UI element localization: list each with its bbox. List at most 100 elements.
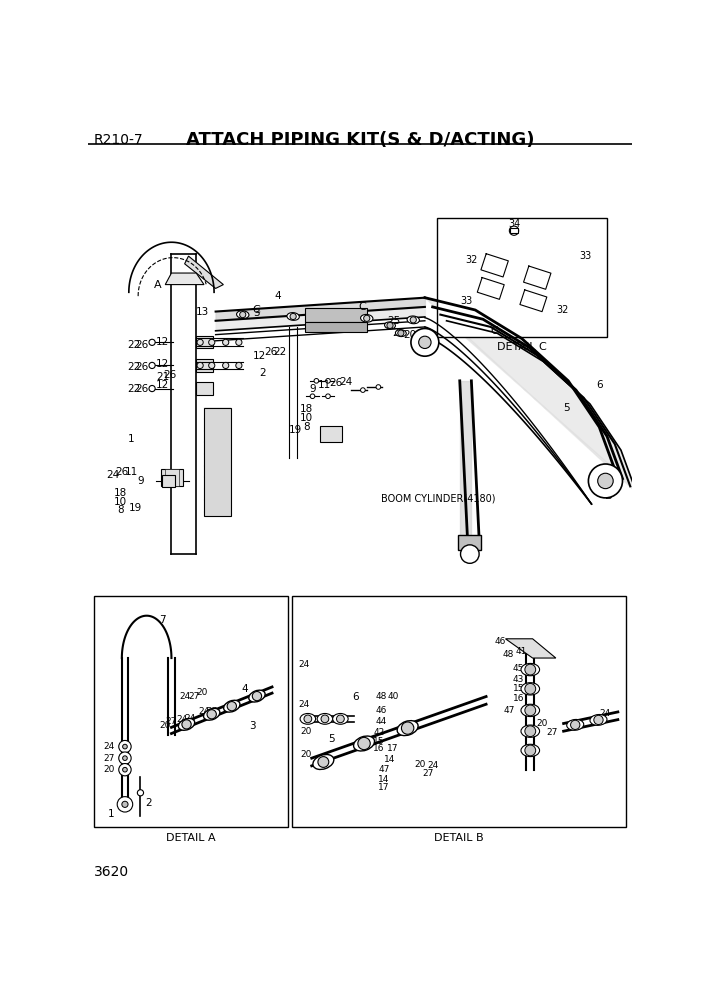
Circle shape — [223, 339, 229, 345]
Circle shape — [461, 545, 479, 563]
Text: 12: 12 — [156, 337, 169, 347]
Circle shape — [138, 790, 143, 796]
Circle shape — [314, 379, 319, 383]
Polygon shape — [425, 298, 637, 492]
Circle shape — [117, 797, 133, 812]
Text: 44: 44 — [376, 716, 387, 726]
Circle shape — [123, 768, 127, 772]
Text: 27: 27 — [188, 692, 199, 701]
Text: 22: 22 — [127, 362, 140, 372]
Ellipse shape — [317, 713, 333, 724]
Circle shape — [510, 226, 519, 235]
Circle shape — [318, 757, 329, 768]
Circle shape — [149, 386, 155, 392]
Text: DETAIL B: DETAIL B — [434, 833, 484, 843]
Circle shape — [594, 715, 603, 724]
Text: 20: 20 — [197, 688, 208, 697]
Text: 3620: 3620 — [94, 865, 129, 879]
Text: 24: 24 — [180, 692, 191, 701]
Text: 11: 11 — [124, 466, 138, 477]
Text: 24: 24 — [298, 660, 310, 669]
Circle shape — [525, 745, 536, 756]
Ellipse shape — [313, 755, 334, 770]
Text: 34: 34 — [508, 219, 521, 229]
Circle shape — [336, 715, 344, 723]
Text: BOOM CYLINDER(4180): BOOM CYLINDER(4180) — [380, 494, 495, 504]
Circle shape — [149, 362, 155, 368]
Ellipse shape — [333, 713, 348, 724]
Text: DETAIL C: DETAIL C — [497, 342, 547, 352]
Text: 19: 19 — [289, 426, 302, 435]
Text: 3: 3 — [249, 721, 256, 731]
Circle shape — [376, 385, 380, 389]
Text: 17: 17 — [378, 783, 390, 792]
Text: 24: 24 — [176, 715, 187, 724]
Text: 16: 16 — [373, 744, 385, 753]
Text: 8: 8 — [117, 505, 124, 515]
Bar — [165, 469, 179, 486]
Circle shape — [227, 701, 237, 711]
Text: 47: 47 — [503, 706, 515, 715]
Text: 24: 24 — [199, 707, 210, 716]
Text: 24: 24 — [428, 761, 439, 771]
Bar — [305, 322, 366, 331]
Text: 18: 18 — [300, 404, 313, 414]
Circle shape — [597, 473, 614, 489]
Circle shape — [418, 336, 431, 348]
Circle shape — [410, 316, 416, 323]
Bar — [305, 309, 366, 322]
Circle shape — [239, 311, 246, 317]
Bar — [197, 382, 213, 395]
Circle shape — [525, 726, 536, 737]
Text: 41: 41 — [515, 648, 526, 657]
Circle shape — [525, 705, 536, 716]
Circle shape — [119, 740, 131, 753]
Bar — [320, 426, 342, 442]
Ellipse shape — [521, 725, 540, 737]
Text: 26: 26 — [264, 347, 277, 357]
Circle shape — [402, 722, 414, 734]
Ellipse shape — [249, 690, 265, 702]
Bar — [162, 475, 175, 487]
Ellipse shape — [590, 714, 607, 725]
Text: 32: 32 — [556, 305, 568, 315]
Text: 7: 7 — [159, 614, 166, 625]
Circle shape — [123, 744, 127, 749]
Text: 24: 24 — [104, 742, 115, 751]
Text: 48: 48 — [376, 692, 388, 701]
Text: 32: 32 — [465, 255, 477, 265]
Circle shape — [182, 720, 191, 729]
Ellipse shape — [521, 704, 540, 716]
Circle shape — [364, 315, 370, 321]
Circle shape — [207, 709, 216, 719]
Text: 10: 10 — [300, 413, 313, 423]
Text: 46: 46 — [376, 706, 388, 715]
Text: 27: 27 — [166, 716, 177, 726]
Text: 15: 15 — [513, 684, 524, 693]
Ellipse shape — [397, 720, 418, 736]
Text: 10: 10 — [114, 497, 127, 507]
Circle shape — [387, 322, 393, 328]
Bar — [94, 596, 288, 827]
Text: 12: 12 — [253, 351, 267, 361]
Text: 33: 33 — [460, 296, 472, 306]
Text: 12: 12 — [156, 359, 169, 369]
Circle shape — [208, 339, 215, 345]
Circle shape — [525, 665, 536, 675]
Text: 24: 24 — [106, 470, 119, 480]
Bar — [161, 469, 183, 486]
Ellipse shape — [521, 682, 540, 695]
Text: 26: 26 — [164, 370, 177, 381]
Text: 33: 33 — [579, 251, 591, 261]
Ellipse shape — [361, 314, 373, 322]
Bar — [197, 359, 213, 372]
Text: A: A — [154, 280, 161, 290]
Text: 25: 25 — [388, 315, 401, 325]
Circle shape — [122, 802, 128, 807]
Text: 20: 20 — [104, 765, 115, 774]
Text: 27: 27 — [423, 769, 434, 778]
Ellipse shape — [567, 719, 584, 730]
Bar — [510, 227, 518, 233]
Text: 26: 26 — [329, 378, 343, 388]
Circle shape — [321, 715, 329, 723]
